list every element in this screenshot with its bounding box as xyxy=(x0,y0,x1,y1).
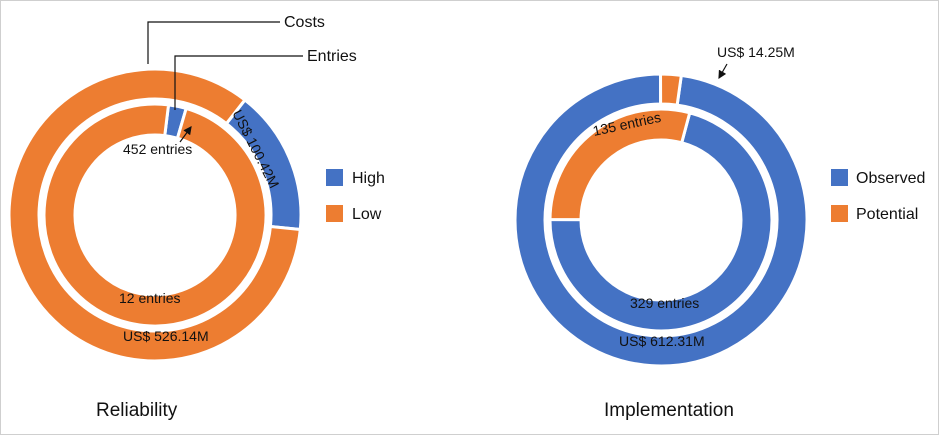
legend-swatch-potential xyxy=(831,205,848,222)
costs-slice-observed xyxy=(513,72,809,368)
costs-callout-line xyxy=(147,21,280,64)
chart-title-reliability: Reliability xyxy=(96,400,178,421)
arrow-potential-costs xyxy=(718,63,728,80)
legend-swatch-high xyxy=(326,169,343,186)
entries-slice-potential xyxy=(548,107,692,222)
entries-slice-observed xyxy=(548,110,774,333)
costs-callout: Costs xyxy=(284,14,325,31)
entries-ring xyxy=(548,107,774,333)
label-observed-costs: US$ 612.31M xyxy=(619,333,705,349)
arrow-low-entries xyxy=(179,126,192,143)
chart-title-implementation: Implementation xyxy=(604,400,734,421)
entries-callout: Entries xyxy=(307,48,357,65)
entries-callout-line xyxy=(174,55,303,110)
costs-slice-low xyxy=(7,67,302,363)
costs-ring xyxy=(513,72,809,368)
label-observed-entries: 329 entries xyxy=(630,295,699,311)
costs-ring xyxy=(7,67,303,363)
legend-label-high: High xyxy=(352,170,385,187)
costs-slice-potential xyxy=(659,72,684,107)
reliability-chart: 452 entries 12 entries US$ 526.14M US$ 1… xyxy=(7,14,385,421)
label-potential-costs: US$ 14.25M xyxy=(717,44,795,60)
legend-swatch-observed xyxy=(831,169,848,186)
label-low-entries: 452 entries xyxy=(123,141,192,157)
label-high-entries: 12 entries xyxy=(119,290,180,306)
legend-swatch-low xyxy=(326,205,343,222)
implementation-chart: US$ 14.25M 135 entries 329 entries US$ 6… xyxy=(513,44,925,421)
entries-slice-low xyxy=(42,102,268,328)
legend-label-observed: Observed xyxy=(856,170,925,187)
label-low-costs: US$ 526.14M xyxy=(123,328,209,344)
legend-label-potential: Potential xyxy=(856,206,918,223)
entries-ring xyxy=(42,102,268,328)
legend-label-low: Low xyxy=(352,206,382,223)
